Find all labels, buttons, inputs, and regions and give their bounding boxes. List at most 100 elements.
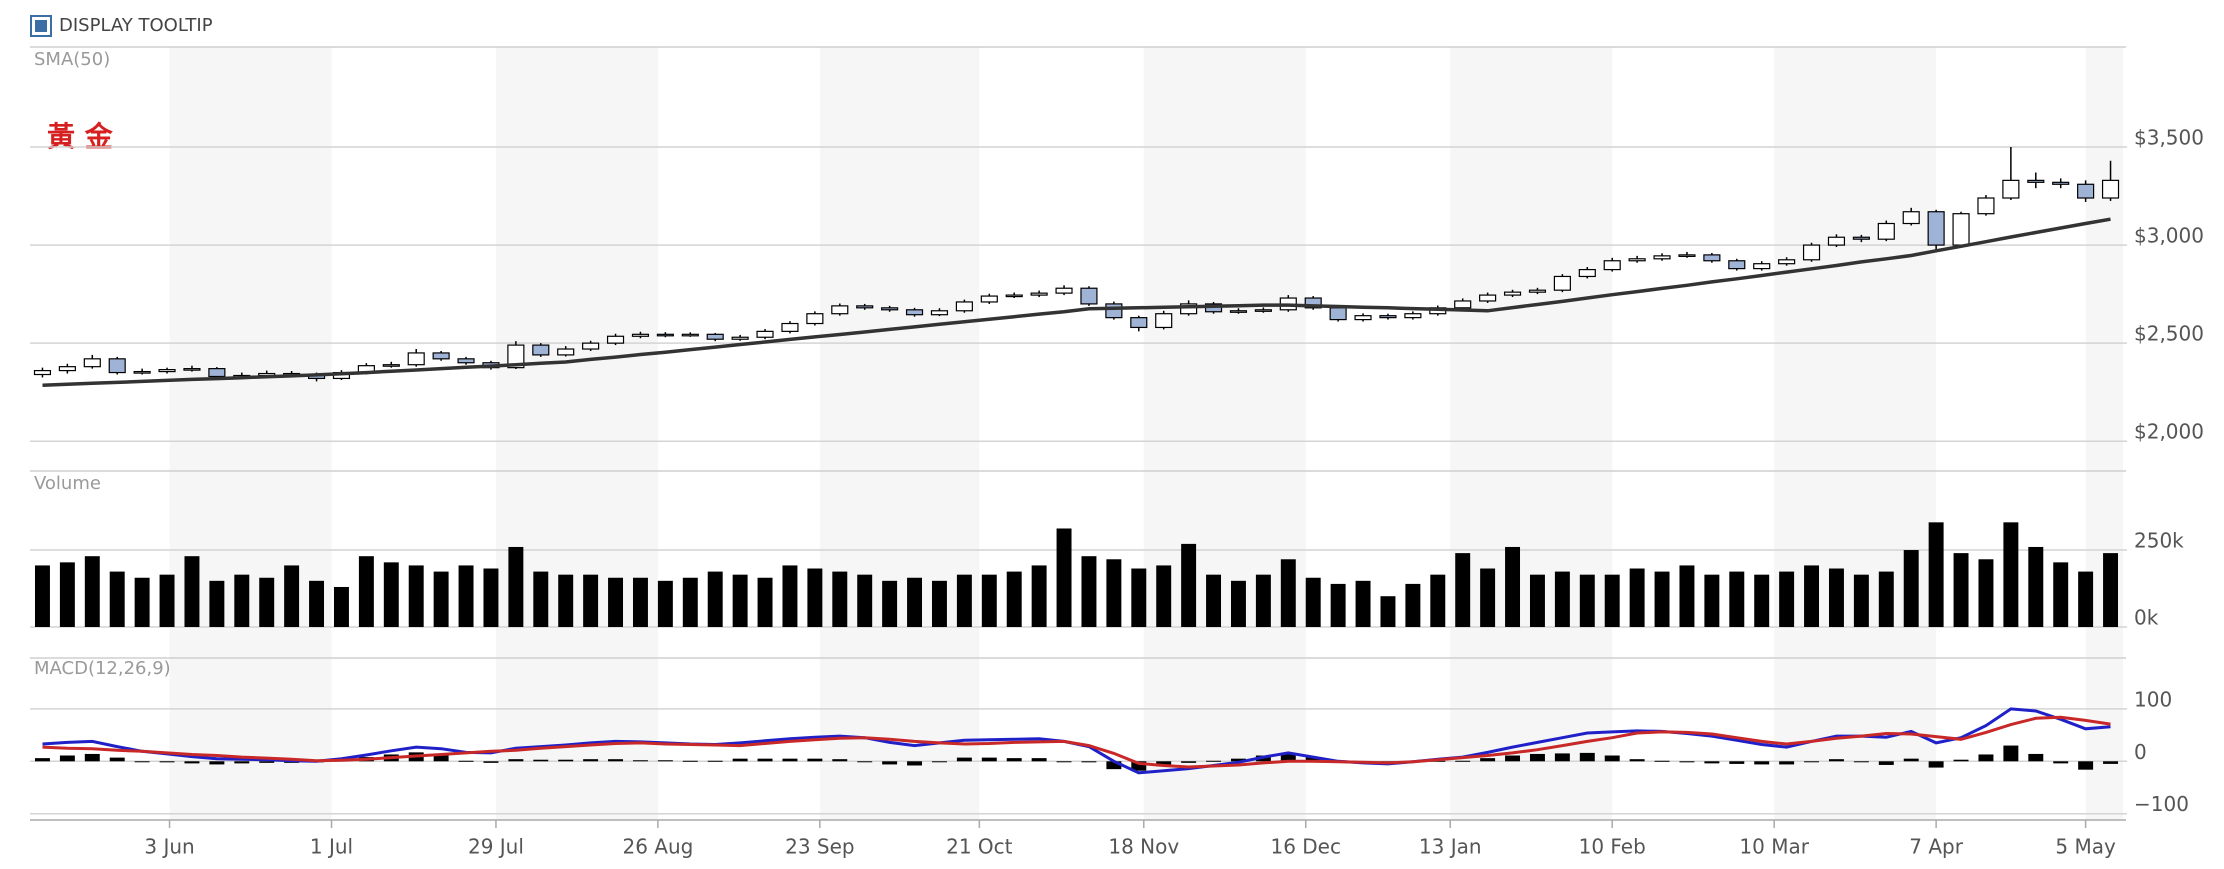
histogram-bar (109, 757, 125, 762)
candle-body (905, 309, 924, 316)
histogram-bar (1953, 759, 1969, 762)
candle-body (1802, 244, 1821, 261)
volume-bar (1704, 574, 1720, 627)
candle-body (133, 370, 151, 374)
candle-body (930, 310, 949, 316)
histogram-bar (558, 759, 574, 762)
volume-bar (1729, 571, 1745, 627)
y-tick-label: 100 (2134, 687, 2172, 711)
candle-body (1653, 255, 1671, 260)
histogram-bar (1081, 761, 1097, 763)
candle-body (58, 366, 76, 372)
y-tick-label: $2,000 (2134, 420, 2204, 444)
volume-bar (1953, 553, 1969, 627)
histogram-bar (234, 761, 250, 764)
volume-bar (234, 574, 250, 627)
candle-body (1354, 315, 1372, 321)
volume-bar (857, 574, 873, 627)
histogram-bar (1629, 759, 1645, 762)
histogram-bar (259, 761, 275, 763)
month-band (1450, 47, 1613, 820)
volume-bar (732, 574, 748, 627)
volume-bar (1579, 574, 1595, 627)
volume-bar (1405, 583, 1421, 627)
histogram-bar (1455, 760, 1471, 762)
histogram-bar (981, 757, 997, 762)
volume-bar (1529, 574, 1545, 627)
candle-body (631, 333, 650, 337)
candle-body (1155, 313, 1173, 329)
volume-bar (1355, 580, 1371, 627)
volume-bar (508, 546, 524, 627)
candle-body (1728, 260, 1746, 270)
histogram-bar (682, 760, 698, 762)
volume-bar (34, 565, 50, 627)
volume-bar (1604, 574, 1620, 627)
histogram-bar (2078, 761, 2094, 770)
candle-body (781, 322, 799, 332)
histogram-bar (583, 759, 599, 762)
candle-body (681, 333, 699, 337)
volume-bar (184, 556, 200, 627)
volume-bar (284, 565, 300, 627)
histogram-bar (782, 758, 798, 762)
toggle-label[interactable]: DISPLAY TOOLTIP (59, 15, 213, 36)
candle-body (980, 295, 998, 303)
histogram-bar (159, 761, 175, 763)
histogram-bar (1579, 752, 1595, 762)
histogram-bar (533, 759, 549, 762)
volume-bar (408, 565, 424, 627)
volume-bar (458, 565, 474, 627)
candle-body (1528, 289, 1547, 293)
volume-bar (1280, 559, 1296, 627)
histogram-bar (184, 761, 200, 764)
histogram-bar (1181, 761, 1197, 763)
histogram-bar (1828, 759, 1844, 762)
histogram-bar (1903, 758, 1919, 762)
candle-body (158, 369, 176, 373)
x-tick-label: 10 Mar (1739, 835, 1809, 859)
candle-body (432, 352, 450, 360)
y-tick-label: $2,500 (2134, 322, 2204, 346)
volume-bar (2003, 522, 2019, 627)
histogram-bar (1505, 755, 1521, 762)
volume-bar (757, 577, 773, 627)
histogram-bar (657, 760, 673, 762)
volume-bar (1106, 559, 1122, 627)
histogram-bar (1529, 753, 1545, 762)
volume-bar (383, 562, 399, 627)
histogram-bar (2003, 745, 2019, 762)
histogram-bar (632, 760, 648, 762)
candle-body (1603, 260, 1621, 271)
candle-body (457, 358, 475, 364)
histogram-bar (2103, 761, 2119, 764)
candle-body (1952, 213, 1970, 246)
candle-body (1877, 222, 1895, 240)
volume-bar (707, 571, 723, 627)
candle-body (1055, 287, 1073, 294)
volume-bar (1828, 568, 1844, 627)
volume-bar (1754, 574, 1770, 627)
x-tick-label: 5 May (2055, 835, 2116, 859)
histogram-bar (608, 759, 624, 762)
month-band (1143, 47, 1306, 820)
histogram-bar (857, 761, 873, 763)
volume-bar (134, 577, 150, 627)
histogram-bar (1704, 761, 1720, 764)
histogram-bar (757, 758, 773, 762)
volume-bar (1006, 571, 1022, 627)
candle-body (1379, 315, 1397, 319)
y-tick-label: $3,500 (2134, 126, 2204, 150)
candle-body (1977, 197, 1995, 215)
candle-body (183, 368, 201, 371)
volume-bar (583, 574, 599, 627)
tooltip-toggle[interactable]: DISPLAY TOOLTIP (30, 15, 213, 37)
volume-bar (807, 568, 823, 627)
x-tick-label: 3 Jun (144, 835, 194, 859)
volume-bar (1629, 568, 1645, 627)
histogram-bar (508, 759, 524, 762)
panel-label: SMA(50) (34, 49, 110, 70)
histogram-bar (907, 761, 923, 766)
x-tick-label: 29 Jul (468, 835, 524, 859)
